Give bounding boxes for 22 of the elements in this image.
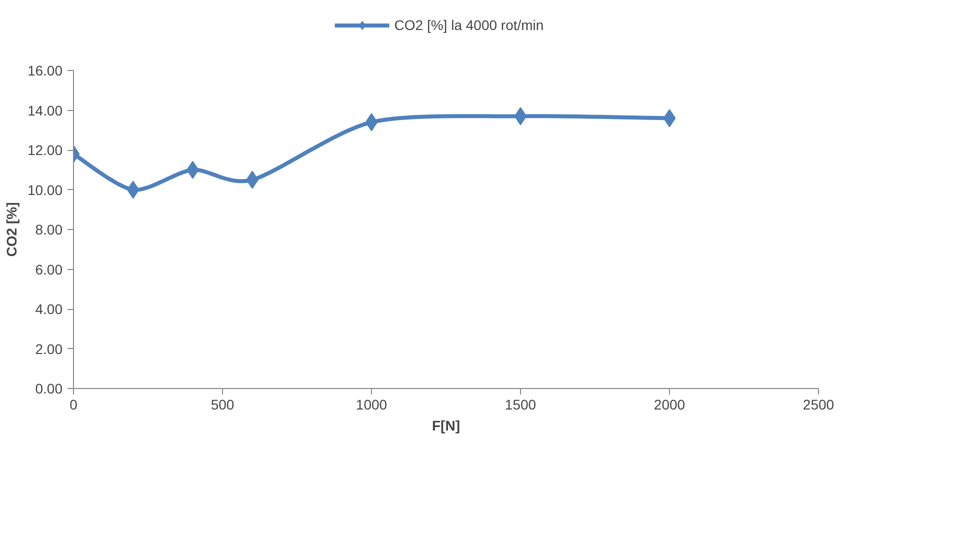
y-tick-label: 2.00 (35, 340, 63, 357)
y-tick-label: 8.00 (35, 222, 63, 238)
y-tick-label: 12.00 (27, 142, 63, 158)
y-tick-label: 16.00 (27, 62, 63, 78)
x-tick-label: 0 (70, 396, 78, 412)
x-tick-label: 1000 (356, 396, 388, 412)
y-tick-label: 4.00 (35, 301, 63, 317)
point (365, 113, 378, 132)
x-tick-label: 1500 (504, 396, 536, 412)
point (663, 109, 676, 128)
y-tick-label: 14.00 (27, 102, 63, 118)
y-axis-title: CO2 [%] (3, 202, 20, 257)
legend-label: CO2 [%] la 4000 rot/min (394, 17, 544, 33)
point (514, 107, 527, 126)
y-tick-label: 0.00 (35, 380, 63, 396)
y-tick-label: 6.00 (35, 261, 63, 278)
y-tick-label: 10.00 (27, 182, 63, 198)
x-tick-label: 2500 (802, 396, 834, 412)
point (126, 180, 140, 199)
x-tick-label: 2000 (654, 396, 686, 412)
x-axis-title: F[N] (432, 418, 460, 434)
x-tick-label: 500 (210, 396, 234, 412)
